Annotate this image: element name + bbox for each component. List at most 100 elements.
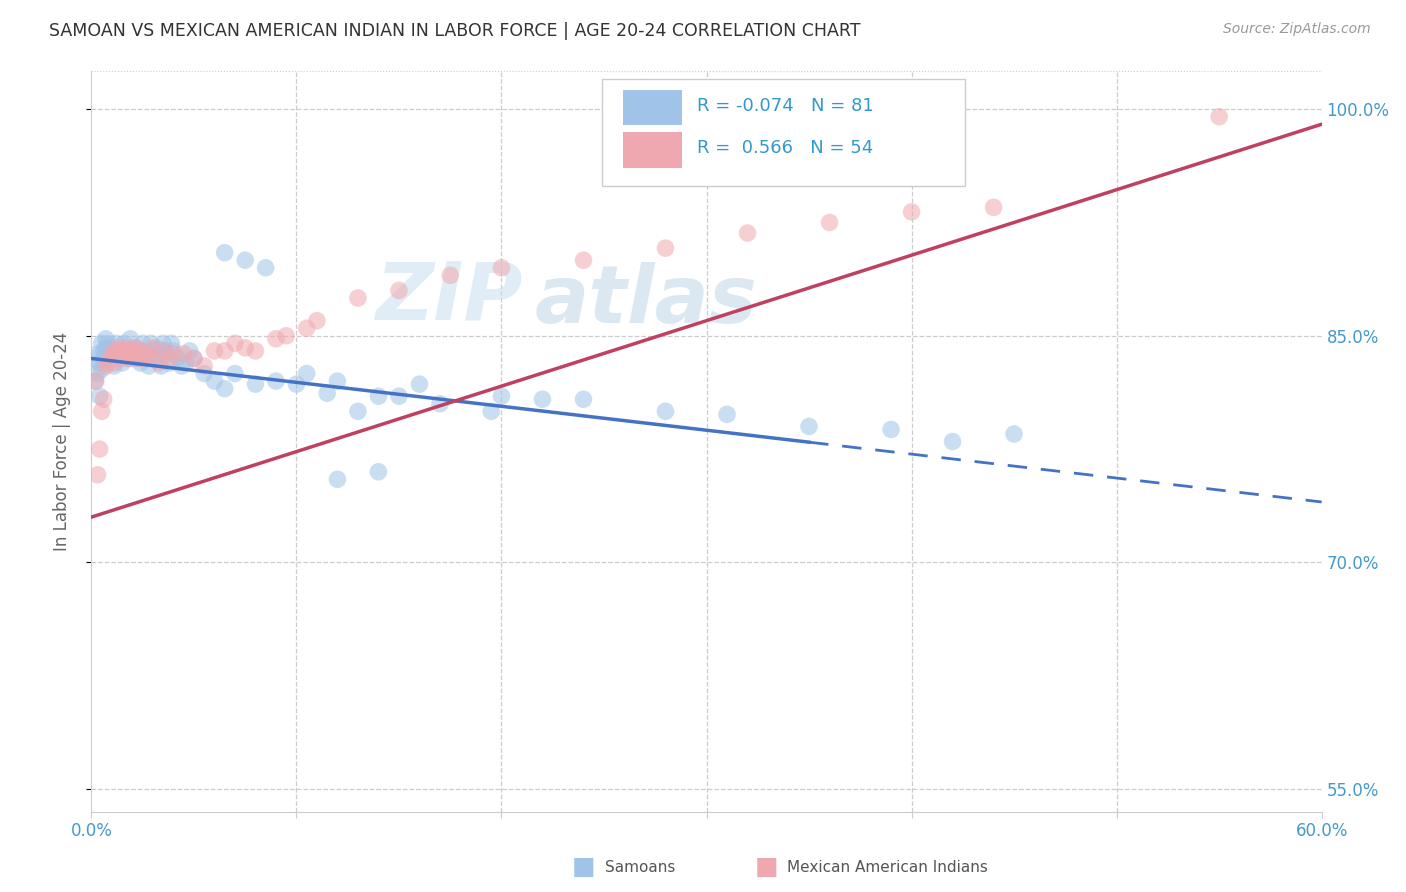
- Point: [214, 245, 236, 260]
- Point: [166, 351, 188, 366]
- Point: [1208, 110, 1230, 124]
- Point: [135, 347, 157, 361]
- Point: [162, 347, 184, 361]
- Point: [818, 215, 841, 229]
- FancyBboxPatch shape: [623, 90, 682, 126]
- Point: [103, 359, 125, 373]
- Point: [797, 419, 820, 434]
- Point: [111, 351, 134, 366]
- Point: [93, 343, 115, 358]
- Point: [112, 336, 135, 351]
- Point: [111, 356, 134, 370]
- Point: [880, 422, 903, 436]
- Point: [93, 392, 115, 407]
- Point: [115, 341, 138, 355]
- Point: [97, 336, 120, 351]
- Point: [316, 386, 339, 401]
- Point: [429, 397, 451, 411]
- Point: [1002, 427, 1025, 442]
- Point: [138, 351, 160, 366]
- Point: [142, 343, 165, 358]
- Point: [408, 377, 430, 392]
- Point: [295, 321, 318, 335]
- Point: [146, 341, 169, 355]
- Point: [98, 351, 121, 366]
- Point: [86, 367, 108, 381]
- Point: [367, 465, 389, 479]
- Point: [98, 341, 121, 355]
- Point: [129, 343, 152, 358]
- Point: [214, 343, 236, 358]
- Point: [124, 341, 146, 355]
- Text: Source: ZipAtlas.com: Source: ZipAtlas.com: [1223, 22, 1371, 37]
- Point: [152, 336, 174, 351]
- Point: [157, 356, 180, 370]
- Point: [224, 336, 246, 351]
- Point: [245, 343, 267, 358]
- Point: [117, 347, 139, 361]
- Point: [367, 389, 389, 403]
- Point: [254, 260, 277, 275]
- Point: [94, 341, 117, 355]
- Point: [983, 200, 1005, 214]
- Point: [439, 268, 461, 283]
- Point: [148, 356, 170, 370]
- Point: [105, 336, 127, 351]
- Point: [326, 472, 349, 486]
- Point: [388, 389, 411, 403]
- Point: [84, 351, 107, 366]
- Point: [572, 253, 595, 268]
- Point: [89, 442, 111, 456]
- Point: [572, 392, 595, 407]
- Point: [128, 347, 150, 361]
- Text: R = -0.074   N = 81: R = -0.074 N = 81: [696, 97, 873, 115]
- Point: [97, 356, 120, 370]
- Y-axis label: In Labor Force | Age 20-24: In Labor Force | Age 20-24: [52, 332, 70, 551]
- Point: [150, 359, 173, 373]
- Point: [214, 382, 236, 396]
- Point: [193, 359, 215, 373]
- Point: [183, 351, 205, 366]
- Point: [531, 392, 554, 407]
- Point: [86, 347, 108, 361]
- Point: [233, 341, 256, 355]
- Point: [716, 408, 738, 422]
- Point: [654, 241, 676, 255]
- Point: [160, 336, 183, 351]
- Point: [121, 343, 143, 358]
- Point: [101, 347, 124, 361]
- Point: [93, 351, 115, 366]
- Point: [285, 377, 308, 392]
- Point: [148, 347, 170, 361]
- Point: [94, 332, 117, 346]
- Point: [134, 343, 156, 358]
- Point: [156, 347, 179, 361]
- Point: [233, 253, 256, 268]
- Point: [105, 343, 127, 358]
- Point: [89, 389, 111, 403]
- Point: [90, 404, 112, 418]
- Point: [153, 343, 177, 358]
- Point: [264, 332, 287, 346]
- Point: [108, 347, 131, 361]
- Point: [97, 351, 120, 366]
- Point: [90, 336, 112, 351]
- Point: [347, 291, 370, 305]
- Point: [162, 343, 184, 358]
- FancyBboxPatch shape: [623, 132, 682, 168]
- Point: [125, 347, 148, 361]
- Point: [245, 377, 267, 392]
- Point: [135, 347, 157, 361]
- Point: [900, 205, 922, 219]
- Point: [107, 343, 129, 358]
- FancyBboxPatch shape: [602, 78, 965, 186]
- Point: [120, 332, 142, 346]
- Point: [90, 362, 112, 376]
- Point: [107, 341, 129, 355]
- Point: [276, 328, 298, 343]
- Point: [134, 347, 156, 361]
- Text: atlas: atlas: [534, 262, 756, 340]
- Point: [491, 260, 513, 275]
- Point: [115, 343, 138, 358]
- Point: [295, 367, 318, 381]
